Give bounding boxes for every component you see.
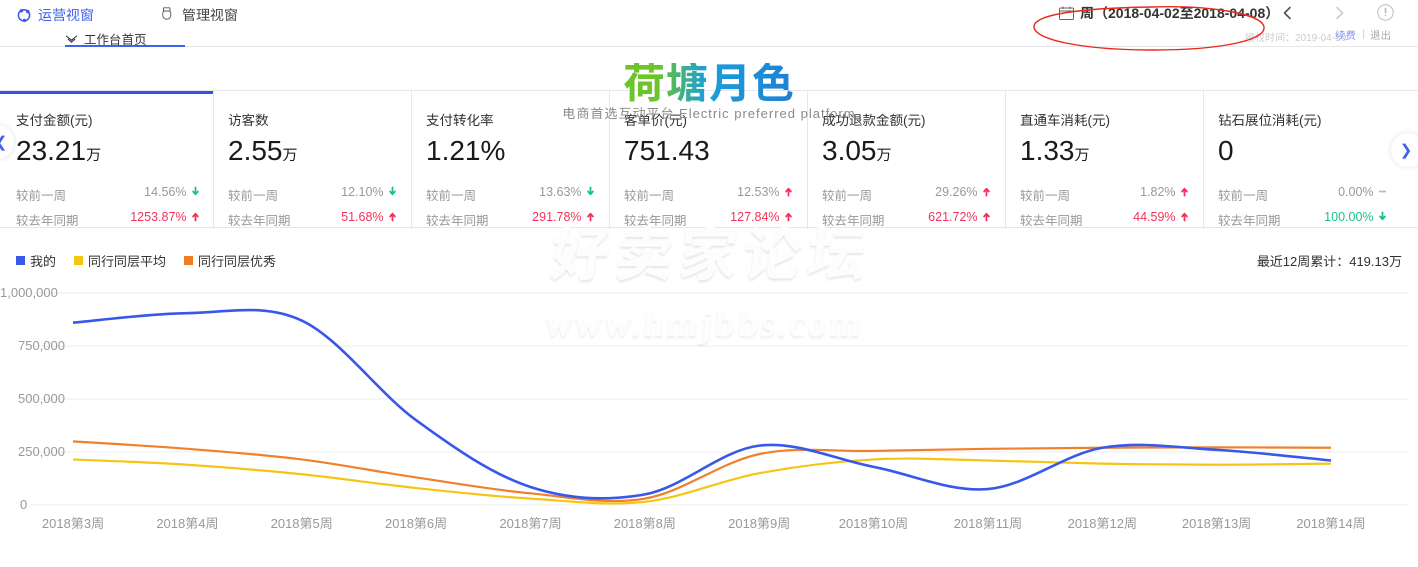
svg-text:250,000: 250,000 [18, 444, 65, 459]
svg-text:500,000: 500,000 [18, 391, 65, 406]
svg-text:2018第9周: 2018第9周 [728, 516, 790, 531]
svg-text:2018第12周: 2018第12周 [1068, 516, 1137, 531]
svg-text:2018第10周: 2018第10周 [839, 516, 908, 531]
svg-text:2018第8周: 2018第8周 [614, 516, 676, 531]
svg-text:2018第11周: 2018第11周 [954, 516, 1022, 531]
svg-text:2018第7周: 2018第7周 [499, 516, 561, 531]
svg-text:750,000: 750,000 [18, 338, 65, 353]
svg-text:2018第6周: 2018第6周 [385, 516, 447, 531]
svg-text:2018第14周: 2018第14周 [1296, 516, 1365, 531]
svg-text:2018第5周: 2018第5周 [271, 516, 333, 531]
svg-text:2018第3周: 2018第3周 [42, 516, 104, 531]
svg-text:1,000,000: 1,000,000 [0, 285, 58, 300]
svg-text:0: 0 [20, 497, 27, 512]
svg-text:2018第4周: 2018第4周 [156, 516, 218, 531]
svg-text:2018第13周: 2018第13周 [1182, 516, 1251, 531]
